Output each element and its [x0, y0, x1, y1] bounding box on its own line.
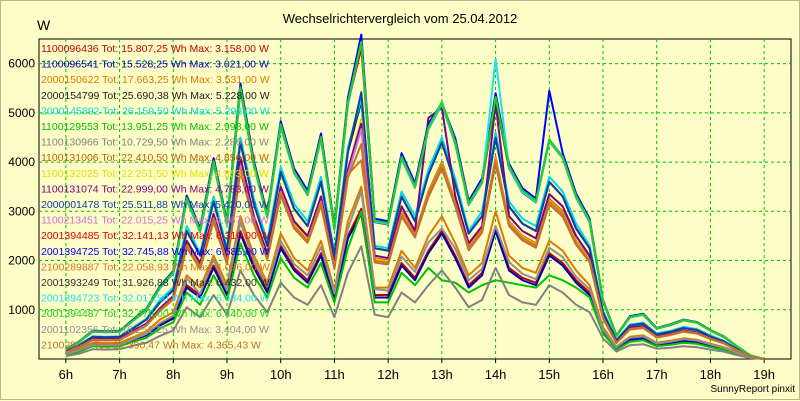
legend-entry-20: 2100284... Tot: 21.390,47 Wh Max: 4.365,…	[41, 339, 261, 351]
legend-entry-15: 2100289887 Tot: 22.058,93 Wh Max: 4.036,…	[41, 261, 270, 273]
legend-entry-3: 2000150622 Tot: 17.663,25 Wh Max: 3.531,…	[41, 74, 270, 86]
y-tick-label: 3000	[8, 204, 35, 218]
series-line-19	[65, 190, 765, 360]
x-tick-label: 11h	[324, 367, 345, 382]
legend-entry-5: 2000145892 Tot: 26.159,50 Wh Max: 5.293,…	[41, 105, 270, 117]
x-tick-label: 8h	[166, 367, 180, 382]
x-tick-label: 17h	[646, 367, 668, 382]
series-line-10	[65, 102, 765, 360]
series-line-2	[65, 212, 765, 360]
x-tick-label: 13h	[431, 367, 453, 382]
x-tick-label: 18h	[700, 367, 722, 382]
legend-entry-6: 1100129553 Tot: 13.951,25 Wh Max: 2.998,…	[41, 121, 269, 133]
series-line-6	[65, 210, 765, 360]
legend-entry-19: 2001102356 Tot: 16.251,25 Wh Max: 3.404,…	[41, 324, 269, 336]
x-tick-label: 6h	[59, 367, 73, 382]
legend-entry-13: 2001394485 Tot: 32.141,13 Wh Max: 6.310,…	[41, 230, 270, 242]
legend-entry-2: 1100096541 Tot: 15.528,25 Wh Max: 3.021,…	[41, 59, 269, 71]
legend-entry-10: 1100131074 Tot: 22.999,00 Wh Max: 4.783,…	[41, 183, 269, 195]
x-tick-label: 14h	[485, 367, 507, 382]
series-line-11	[65, 91, 765, 360]
x-tick-label: 9h	[220, 367, 234, 382]
series-line-20	[65, 143, 765, 360]
y-tick-label: 5000	[8, 106, 35, 120]
x-tick-label: 19h	[753, 367, 775, 382]
legend-entry-4: 2000154799 Tot: 25.690,38 Wh Max: 5.228,…	[41, 90, 270, 102]
legend-entry-8: 1100131006 Tot: 22.410,50 Wh Max: 4.856,…	[41, 152, 269, 164]
legend-entry-12: 1100213451 Tot: 22.015,25 Wh Max: 4.667,…	[41, 215, 269, 227]
x-tick-label: 10h	[270, 367, 292, 382]
y-tick-label: 1000	[8, 303, 35, 317]
legend-entry-17: 2001394723 Tot: 32.017,50 Wh Max: 6.434,…	[41, 293, 270, 305]
legend-entry-7: 1100130966 Tot: 10.729,50 Wh Max: 2.286,…	[41, 137, 269, 149]
x-tick-label: 15h	[538, 367, 560, 382]
y-tick-label: 2000	[8, 254, 35, 268]
y-tick-label: 4000	[8, 155, 35, 169]
y-axis-unit: W	[37, 17, 51, 33]
chart-title: Wechselrichtervergleich vom 25.04.2012	[282, 11, 518, 26]
series-line-7	[65, 245, 765, 360]
report-credit: SunnyReport pinxit	[710, 384, 796, 395]
x-tick-label: 12h	[377, 367, 399, 382]
y-tick-label: 6000	[8, 57, 35, 71]
legend-entry-11: 2000001478 Tot: 25.511,88 Wh Max: 5.420,…	[41, 199, 269, 211]
legend-entry-1: 1100096436 Tot: 15.807,25 Wh Max: 3.158,…	[41, 43, 269, 55]
legend-entry-9: 1100132025 Tot: 22.251,50 Wh Max: 4.853,…	[41, 168, 269, 180]
legend-entry-14: 2001394725 Tot: 32.745,88 Wh Max: 6.585,…	[41, 246, 270, 258]
legend-entry-18: 2001394487 Tot: 32.479,00 Wh Max: 6.440,…	[41, 308, 270, 320]
x-tick-label: 7h	[112, 367, 126, 382]
x-tick-label: 16h	[592, 367, 614, 382]
series-line-18	[65, 41, 765, 360]
legend-entry-16: 2001393249 Tot: 31.926,88 Wh Max: 6.432,…	[41, 277, 270, 289]
